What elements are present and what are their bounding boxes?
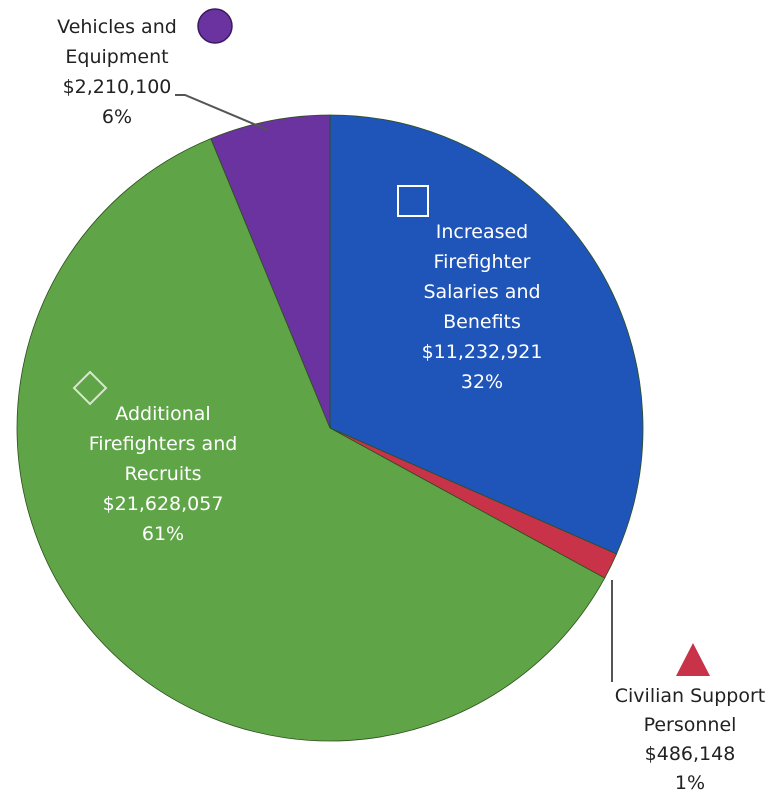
data-label-line: $2,210,100 (63, 76, 172, 98)
data-label-line: Civilian Support (615, 685, 765, 707)
data-label-line: Recruits (125, 463, 202, 485)
square-marker-icon (397, 185, 429, 217)
data-label-line: Equipment (65, 46, 168, 68)
leader-lines (175, 94, 613, 682)
data-label-civilian-support-personnel: Civilian Support Personnel $486,148 1% (615, 685, 765, 794)
data-label-line: Increased (436, 221, 528, 243)
data-label-line: Firefighter (434, 251, 531, 273)
data-label-line: Additional (115, 403, 210, 425)
pie-slice-vehicles-and-equipment (210, 114, 331, 429)
data-label-vehicles-and-equipment: Vehicles and Equipment $2,210,100 6% (57, 16, 177, 128)
pie-slices (16, 114, 644, 742)
data-label-line: $21,628,057 (103, 493, 224, 515)
data-label-line: 32% (461, 371, 503, 393)
data-label-line: Personnel (644, 714, 737, 736)
data-label-line: Vehicles and (57, 16, 177, 38)
pie-slice-increased-firefighter-salaries-and-benefits (329, 114, 644, 555)
triangle-marker-icon (676, 643, 710, 676)
data-label-line: 6% (102, 106, 132, 128)
data-label-increased-firefighter-salaries-and-benefits: Increased Firefighter Salaries and Benefits… (422, 221, 543, 393)
data-label-line: Salaries and (423, 281, 540, 303)
data-label-line: 61% (142, 523, 184, 545)
slice-labels: Increased Firefighter Salaries and Benefits… (57, 16, 765, 794)
data-label-line: 1% (675, 772, 705, 794)
data-label-line: Firefighters and (89, 433, 238, 455)
diamond-marker-icon (72, 370, 108, 406)
data-label-line: $486,148 (645, 743, 736, 765)
pie-slice-additional-firefighters-and-recruits (16, 138, 606, 742)
data-label-line: Benefits (443, 311, 521, 333)
legend-markers (72, 8, 710, 676)
data-label-line: $11,232,921 (422, 341, 543, 363)
data-label-additional-firefighters-and-recruits: Additional Firefighters and Recruits $21,62… (89, 403, 238, 545)
circle-marker-icon (197, 8, 233, 44)
leader-line-vehicles-and-equipment (175, 94, 269, 131)
